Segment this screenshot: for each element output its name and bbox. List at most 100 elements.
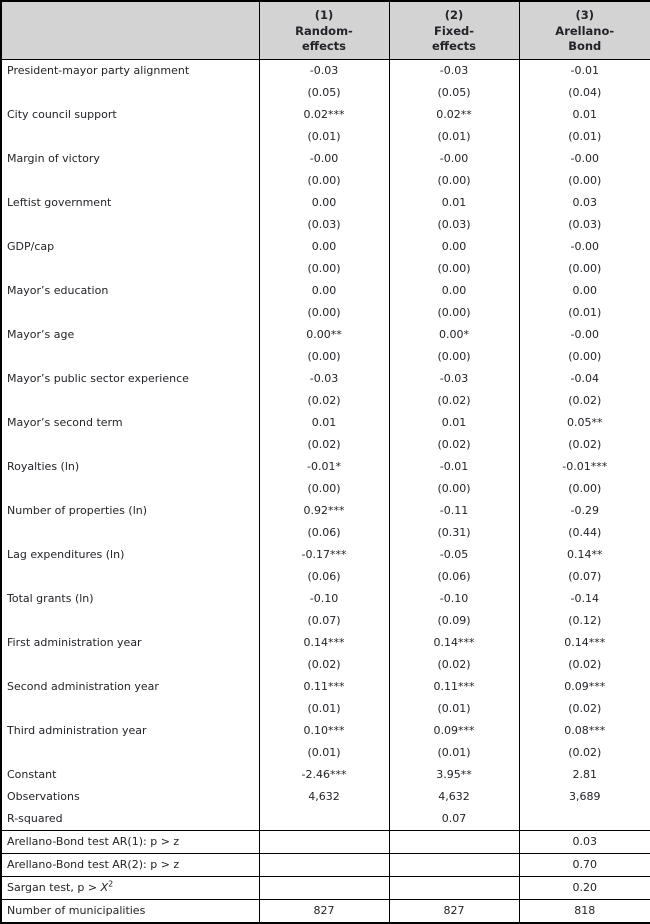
value-cell: (0.03) <box>259 214 389 236</box>
value-cell: -0.00 <box>519 324 650 346</box>
value-cell: (0.06) <box>389 566 519 588</box>
std-error-row: (0.00)(0.00)(0.01) <box>1 302 650 324</box>
row-label <box>1 566 259 588</box>
value-cell: -0.11 <box>389 500 519 522</box>
value-cell: 0.01 <box>519 104 650 126</box>
value-cell: -0.03 <box>389 368 519 390</box>
row-label: Mayor’s public sector experience <box>1 368 259 390</box>
table-header: (1) Random- effects (2) Fixed- effects (… <box>1 1 650 60</box>
value-cell: 0.14*** <box>519 632 650 654</box>
value-cell: -0.10 <box>389 588 519 610</box>
header-col-random-effects: (1) Random- effects <box>259 1 389 60</box>
column-name: Arellano- Bond <box>520 24 650 54</box>
row-label: City council support <box>1 104 259 126</box>
value-cell: 0.20 <box>519 877 650 900</box>
value-cell: 0.00 <box>389 280 519 302</box>
std-error-row: (0.03)(0.03)(0.03) <box>1 214 650 236</box>
value-cell: (0.09) <box>389 610 519 632</box>
value-cell: 0.00 <box>259 236 389 258</box>
value-cell: (0.01) <box>259 698 389 720</box>
std-error-row: (0.00)(0.00)(0.00) <box>1 478 650 500</box>
value-cell: (0.12) <box>519 610 650 632</box>
value-cell: 0.10*** <box>259 720 389 742</box>
row-label <box>1 82 259 104</box>
value-cell: 0.00 <box>259 192 389 214</box>
row-label: Royalties (ln) <box>1 456 259 478</box>
std-error-row: (0.00)(0.00)(0.00) <box>1 346 650 368</box>
value-cell: 0.00* <box>389 324 519 346</box>
row-label: First administration year <box>1 632 259 654</box>
row-label <box>1 478 259 500</box>
value-cell: 0.00 <box>259 280 389 302</box>
row-label: Leftist government <box>1 192 259 214</box>
value-cell <box>389 831 519 854</box>
value-cell <box>389 854 519 877</box>
value-cell: 818 <box>519 900 650 924</box>
value-cell <box>259 808 389 831</box>
coefficient-row: President-mayor party alignment-0.03-0.0… <box>1 60 650 83</box>
column-number: (3) <box>520 8 650 23</box>
value-cell: (0.02) <box>389 434 519 456</box>
value-cell: -0.04 <box>519 368 650 390</box>
row-label: Mayor’s age <box>1 324 259 346</box>
value-cell: 0.92*** <box>259 500 389 522</box>
value-cell: (0.00) <box>259 346 389 368</box>
std-error-row: (0.00)(0.00)(0.00) <box>1 258 650 280</box>
row-label: Mayor’s second term <box>1 412 259 434</box>
value-cell: (0.01) <box>389 742 519 764</box>
value-cell: (0.02) <box>519 698 650 720</box>
row-label: Second administration year <box>1 676 259 698</box>
value-cell: (0.00) <box>519 346 650 368</box>
row-label: Observations <box>1 786 259 808</box>
coefficient-row: Mayor’s public sector experience -0.03-0.… <box>1 368 650 390</box>
row-label: Margin of victory <box>1 148 259 170</box>
value-cell: (0.02) <box>519 390 650 412</box>
std-error-row: (0.02)(0.02)(0.02) <box>1 654 650 676</box>
value-cell: 0.03 <box>519 831 650 854</box>
row-label: Number of municipalities <box>1 900 259 924</box>
std-error-row: (0.02)(0.02)(0.02) <box>1 390 650 412</box>
value-cell: (0.01) <box>389 698 519 720</box>
value-cell: -0.05 <box>389 544 519 566</box>
row-label <box>1 698 259 720</box>
row-label <box>1 170 259 192</box>
row-label: Lag expenditures (ln) <box>1 544 259 566</box>
value-cell: (0.06) <box>259 566 389 588</box>
value-cell: 827 <box>389 900 519 924</box>
value-cell: (0.02) <box>259 390 389 412</box>
row-label <box>1 346 259 368</box>
row-label: Mayor’s education <box>1 280 259 302</box>
value-cell: (0.01) <box>519 302 650 324</box>
std-error-row: (0.06)(0.31)(0.44) <box>1 522 650 544</box>
value-cell: (0.02) <box>519 654 650 676</box>
stat-row: Constant-2.46***3.95**2.81 <box>1 764 650 786</box>
value-cell: (0.00) <box>389 346 519 368</box>
value-cell: 0.01 <box>389 192 519 214</box>
value-cell: (0.44) <box>519 522 650 544</box>
value-cell <box>259 831 389 854</box>
value-cell: 0.07 <box>389 808 519 831</box>
value-cell <box>259 877 389 900</box>
value-cell: (0.00) <box>519 478 650 500</box>
value-cell: 0.09*** <box>519 676 650 698</box>
row-label: Third administration year <box>1 720 259 742</box>
header-col-fixed-effects: (2) Fixed- effects <box>389 1 519 60</box>
value-cell: 2.81 <box>519 764 650 786</box>
value-cell: 0.02*** <box>259 104 389 126</box>
value-cell: 0.01 <box>389 412 519 434</box>
value-cell: (0.00) <box>259 170 389 192</box>
coefficient-row: Total grants (ln)-0.10-0.10-0.14 <box>1 588 650 610</box>
value-cell: (0.02) <box>519 434 650 456</box>
std-error-row: (0.02)(0.02)(0.02) <box>1 434 650 456</box>
value-cell: (0.03) <box>519 214 650 236</box>
value-cell: 0.14*** <box>389 632 519 654</box>
